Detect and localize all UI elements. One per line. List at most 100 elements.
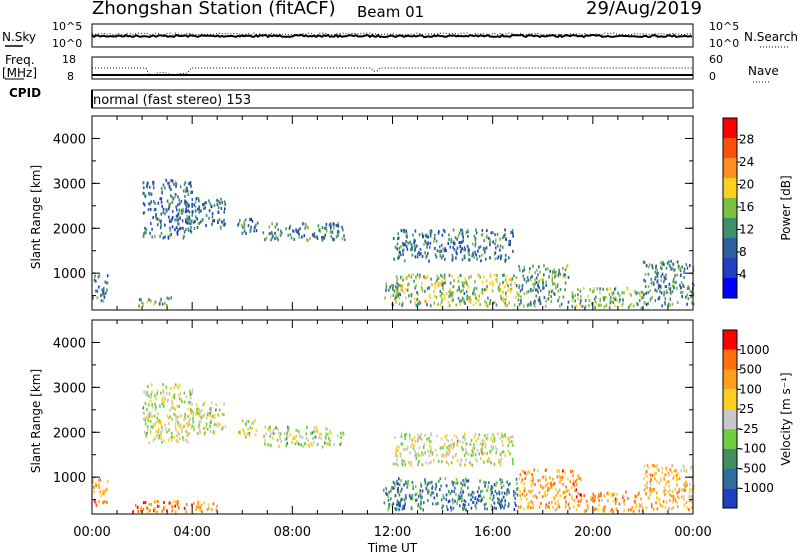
power-pixel	[508, 256, 510, 260]
velocity-pixel	[162, 383, 164, 387]
velocity-pixel	[526, 506, 529, 510]
velocity-pixel	[499, 460, 502, 464]
power-pixel	[523, 277, 526, 281]
velocity-pixel	[430, 432, 432, 436]
power-region	[517, 264, 570, 308]
velocity-pixel	[431, 451, 434, 455]
velocity-pixel	[245, 435, 247, 439]
velocity-pixel	[420, 506, 422, 510]
power-pixel	[542, 281, 544, 285]
velocity-pixel	[404, 447, 406, 451]
power-pixel	[197, 207, 199, 211]
velocity-pixel	[198, 420, 200, 424]
velocity-pixel	[419, 489, 421, 493]
power-pixel	[523, 265, 526, 269]
velocity-pixel	[452, 456, 455, 460]
power-pixel	[460, 248, 463, 252]
velocity-pixel	[425, 486, 427, 490]
velocity-pixel	[270, 432, 272, 436]
power-pixel	[678, 264, 680, 268]
power-pixel	[400, 284, 403, 288]
velocity-pixel	[604, 505, 606, 509]
power-pixel	[168, 205, 171, 209]
velocity-pixel	[460, 459, 463, 463]
power-pixel	[416, 297, 419, 301]
velocity-pixel	[193, 425, 195, 429]
power-colorbar-swatch	[723, 118, 737, 138]
power-pixel	[169, 226, 171, 230]
power-pixel	[577, 293, 579, 297]
power-pixel	[328, 223, 331, 227]
velocity-pixel	[507, 488, 510, 492]
power-pixel	[504, 298, 507, 301]
power-pixel	[238, 222, 240, 226]
velocity-pixel	[445, 484, 448, 488]
velocity-pixel	[612, 493, 615, 496]
power-pixel	[665, 285, 667, 288]
velocity-pixel	[557, 470, 560, 473]
velocity-pixel	[518, 477, 521, 481]
velocity-pixel	[650, 482, 652, 486]
velocity-pixel	[173, 436, 175, 439]
noise-right-bottom-tick: 10^0	[709, 37, 740, 50]
velocity-pixel	[185, 422, 188, 426]
power-pixel	[685, 263, 688, 267]
velocity-pixel	[656, 467, 659, 471]
velocity-pixel	[652, 490, 654, 493]
power-pixel	[683, 267, 686, 271]
power-pixel	[659, 266, 662, 270]
power-pixel	[177, 222, 180, 226]
velocity-pixel	[394, 494, 396, 498]
velocity-pixel	[470, 453, 472, 457]
velocity-pixel	[571, 497, 574, 501]
velocity-pixel	[173, 393, 176, 397]
velocity-pixel	[653, 488, 655, 491]
power-pixel	[566, 264, 569, 268]
power-pixel	[324, 233, 327, 237]
power-pixel	[168, 181, 170, 185]
power-pixel	[510, 231, 512, 234]
velocity-pixel	[191, 503, 193, 507]
power-pixel	[319, 229, 322, 233]
velocity-pixel	[175, 418, 178, 422]
velocity-pixel	[562, 483, 564, 486]
velocity-pixel	[500, 506, 502, 510]
power-pixel	[159, 299, 162, 303]
velocity-pixel	[630, 508, 632, 512]
velocity-pixel	[401, 442, 404, 446]
power-pixel	[441, 275, 444, 279]
velocity-pixel	[665, 466, 667, 470]
power-pixel	[505, 275, 507, 279]
power-pixel	[150, 299, 152, 303]
power-pixel	[444, 248, 446, 252]
power-pixel	[672, 262, 674, 266]
power-pixel	[154, 214, 157, 218]
power-pixel	[497, 285, 500, 289]
power-pixel	[154, 207, 157, 211]
power-pixel	[337, 224, 340, 228]
velocity-pixel	[165, 392, 168, 395]
power-pixel	[690, 301, 693, 305]
power-pixel	[184, 202, 187, 206]
power-pixel	[461, 281, 464, 285]
power-pixel	[464, 277, 466, 281]
velocity-pixel	[400, 442, 403, 446]
velocity-pixel	[487, 456, 490, 460]
velocity-pixel	[474, 504, 477, 508]
power-pixel	[518, 268, 521, 272]
power-pixel	[472, 291, 474, 295]
power-pixel	[185, 207, 187, 211]
velocity-pixel	[165, 385, 167, 389]
power-pixel	[152, 216, 154, 220]
power-pixel	[603, 298, 605, 302]
power-pixel	[412, 233, 414, 237]
velocity-pixel	[692, 484, 695, 488]
velocity-pixel	[641, 506, 644, 510]
power-pixel	[629, 303, 632, 307]
power-pixel	[393, 257, 395, 261]
velocity-pixel	[164, 397, 166, 401]
power-pixel	[661, 262, 663, 266]
velocity-pixel	[319, 432, 321, 436]
velocity-pixel	[491, 447, 494, 451]
power-pixel	[406, 276, 408, 280]
